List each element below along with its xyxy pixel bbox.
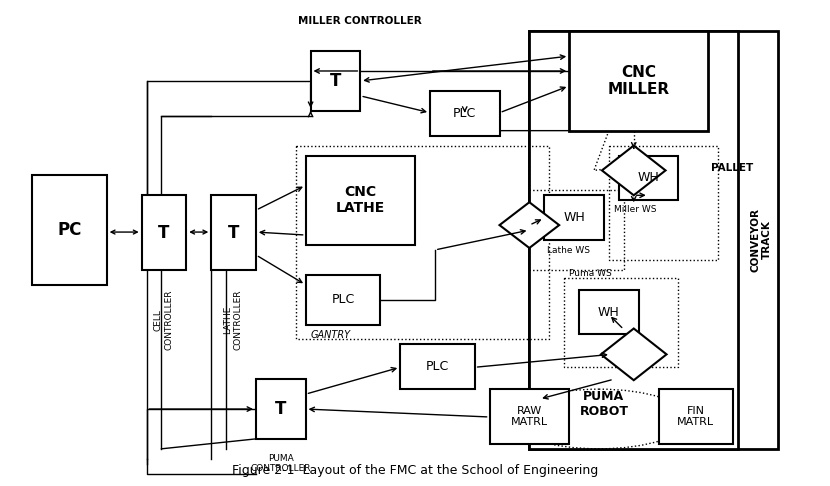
Text: T: T xyxy=(228,224,239,242)
Bar xyxy=(619,156,678,200)
Text: CONVEYOR
TRACK: CONVEYOR TRACK xyxy=(750,208,772,272)
Bar xyxy=(530,31,738,449)
Bar xyxy=(430,91,500,136)
Text: PALLET: PALLET xyxy=(711,163,754,174)
Text: T: T xyxy=(159,224,169,242)
Text: WH: WH xyxy=(598,306,620,319)
Bar xyxy=(579,290,639,334)
Text: CNC
LATHE: CNC LATHE xyxy=(335,185,385,215)
Text: GANTRY: GANTRY xyxy=(310,330,351,340)
Bar xyxy=(142,195,186,270)
Text: WH: WH xyxy=(637,172,660,184)
Bar xyxy=(400,345,475,389)
Bar xyxy=(544,195,604,240)
Bar xyxy=(310,51,360,111)
Text: Puma WS: Puma WS xyxy=(569,269,612,278)
Polygon shape xyxy=(601,329,666,380)
Text: PLC: PLC xyxy=(331,293,354,306)
Text: MILLER CONTROLLER: MILLER CONTROLLER xyxy=(299,16,422,26)
Text: PLC: PLC xyxy=(453,107,476,120)
Text: LATHE
CONTROLLER: LATHE CONTROLLER xyxy=(223,290,242,350)
Text: CNC
MILLER: CNC MILLER xyxy=(608,65,670,97)
Bar xyxy=(256,379,305,439)
Text: RAW
MATRL: RAW MATRL xyxy=(510,406,548,427)
Polygon shape xyxy=(500,202,559,248)
Bar xyxy=(32,175,107,285)
Polygon shape xyxy=(602,146,666,195)
Text: T: T xyxy=(275,400,286,418)
Bar xyxy=(609,146,718,260)
Text: PUMA
ROBOT: PUMA ROBOT xyxy=(579,390,628,418)
Text: WH: WH xyxy=(564,211,585,224)
Bar xyxy=(564,278,678,367)
Bar xyxy=(490,389,569,444)
Text: T: T xyxy=(330,72,341,90)
Bar xyxy=(530,191,624,270)
Text: Lathe WS: Lathe WS xyxy=(547,246,590,255)
Text: PC: PC xyxy=(57,221,81,239)
Text: Figure 2-1  Layout of the FMC at the School of Engineering: Figure 2-1 Layout of the FMC at the Scho… xyxy=(232,464,598,477)
Text: Miller WS: Miller WS xyxy=(614,205,657,214)
Text: PUMA
CONTROLLER: PUMA CONTROLLER xyxy=(251,454,311,473)
Text: PLC: PLC xyxy=(426,360,449,373)
Bar xyxy=(305,156,415,245)
Bar xyxy=(211,195,256,270)
Text: FIN
MATRL: FIN MATRL xyxy=(677,406,715,427)
Text: CELL
CONTROLLER: CELL CONTROLLER xyxy=(154,290,173,350)
Bar xyxy=(569,31,708,131)
Bar xyxy=(658,389,733,444)
Bar xyxy=(530,31,778,449)
Bar xyxy=(295,146,549,339)
Bar xyxy=(305,275,380,325)
